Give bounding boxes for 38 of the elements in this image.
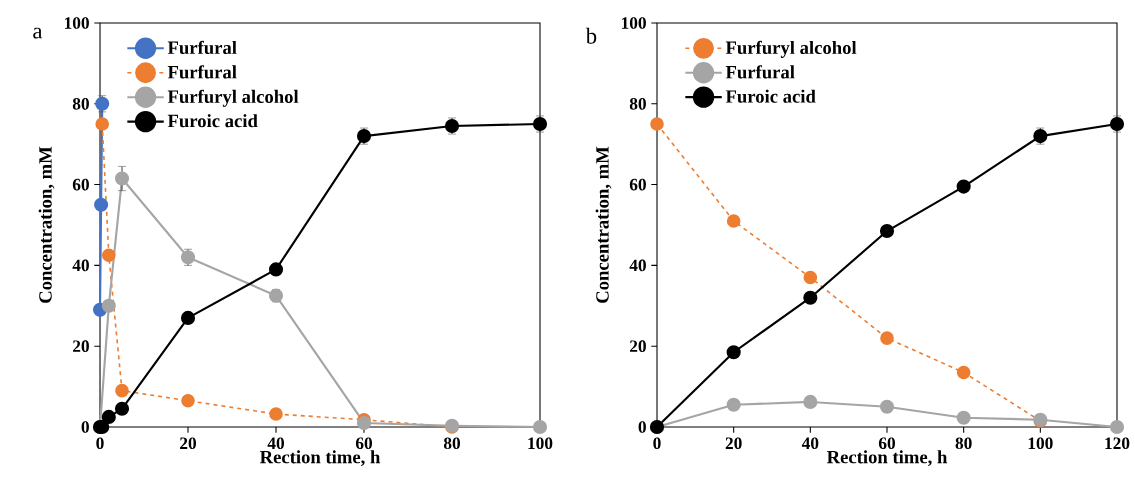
text: a bbox=[33, 27, 43, 39]
y-tick-label: 100 bbox=[621, 17, 646, 29]
y-axis-title: Concentration, mM bbox=[38, 146, 55, 303]
x-tick-label: 0 bbox=[96, 437, 104, 450]
y-tick-label: 80 bbox=[629, 97, 646, 110]
y-tick-label: 60 bbox=[72, 178, 89, 191]
x-tick-label: 100 bbox=[1028, 437, 1053, 450]
y-tick-label: 100 bbox=[64, 17, 89, 29]
x-tick-label: 20 bbox=[725, 437, 742, 450]
y-tick-label: 40 bbox=[629, 259, 646, 272]
legend-label: Furoic acid bbox=[167, 114, 258, 128]
legend-label: Furfural bbox=[725, 65, 795, 79]
y-tick-label: 80 bbox=[72, 97, 89, 110]
y-tick-label: 40 bbox=[72, 259, 89, 272]
x-tick-label: 0 bbox=[653, 437, 661, 450]
y-tick-label: 0 bbox=[638, 421, 646, 433]
legend-label: Furfural bbox=[167, 40, 237, 55]
x-tick-label: 120 bbox=[1105, 437, 1130, 450]
x-tick-label: 40 bbox=[267, 437, 285, 450]
y-tick-label: 20 bbox=[73, 340, 89, 353]
legend-label: Furfuryl alcohol bbox=[167, 89, 299, 107]
legend-label: Furoic acid bbox=[725, 89, 816, 103]
x-tick-label: 60 bbox=[878, 437, 896, 450]
x-tick-label: 40 bbox=[801, 437, 819, 450]
x-axis-title: Rection time, h bbox=[259, 450, 381, 467]
y-tick-label: 20 bbox=[630, 340, 646, 353]
y-tick-label: 60 bbox=[629, 178, 646, 191]
x-tick-label: 60 bbox=[355, 437, 373, 450]
legend-label: Furfuryl alcohol bbox=[725, 40, 857, 58]
x-tick-label: 100 bbox=[528, 437, 553, 450]
x-tick-label: 80 bbox=[955, 437, 972, 450]
x-tick-label: 80 bbox=[443, 437, 461, 450]
legend-label: Furfural bbox=[167, 65, 237, 79]
x-axis-title: Rection time, h bbox=[826, 450, 948, 467]
text: b bbox=[585, 27, 597, 44]
y-axis-title: Concentration, mM bbox=[595, 146, 612, 303]
y-tick-label: 0 bbox=[81, 421, 89, 433]
x-tick-label: 20 bbox=[180, 437, 197, 450]
